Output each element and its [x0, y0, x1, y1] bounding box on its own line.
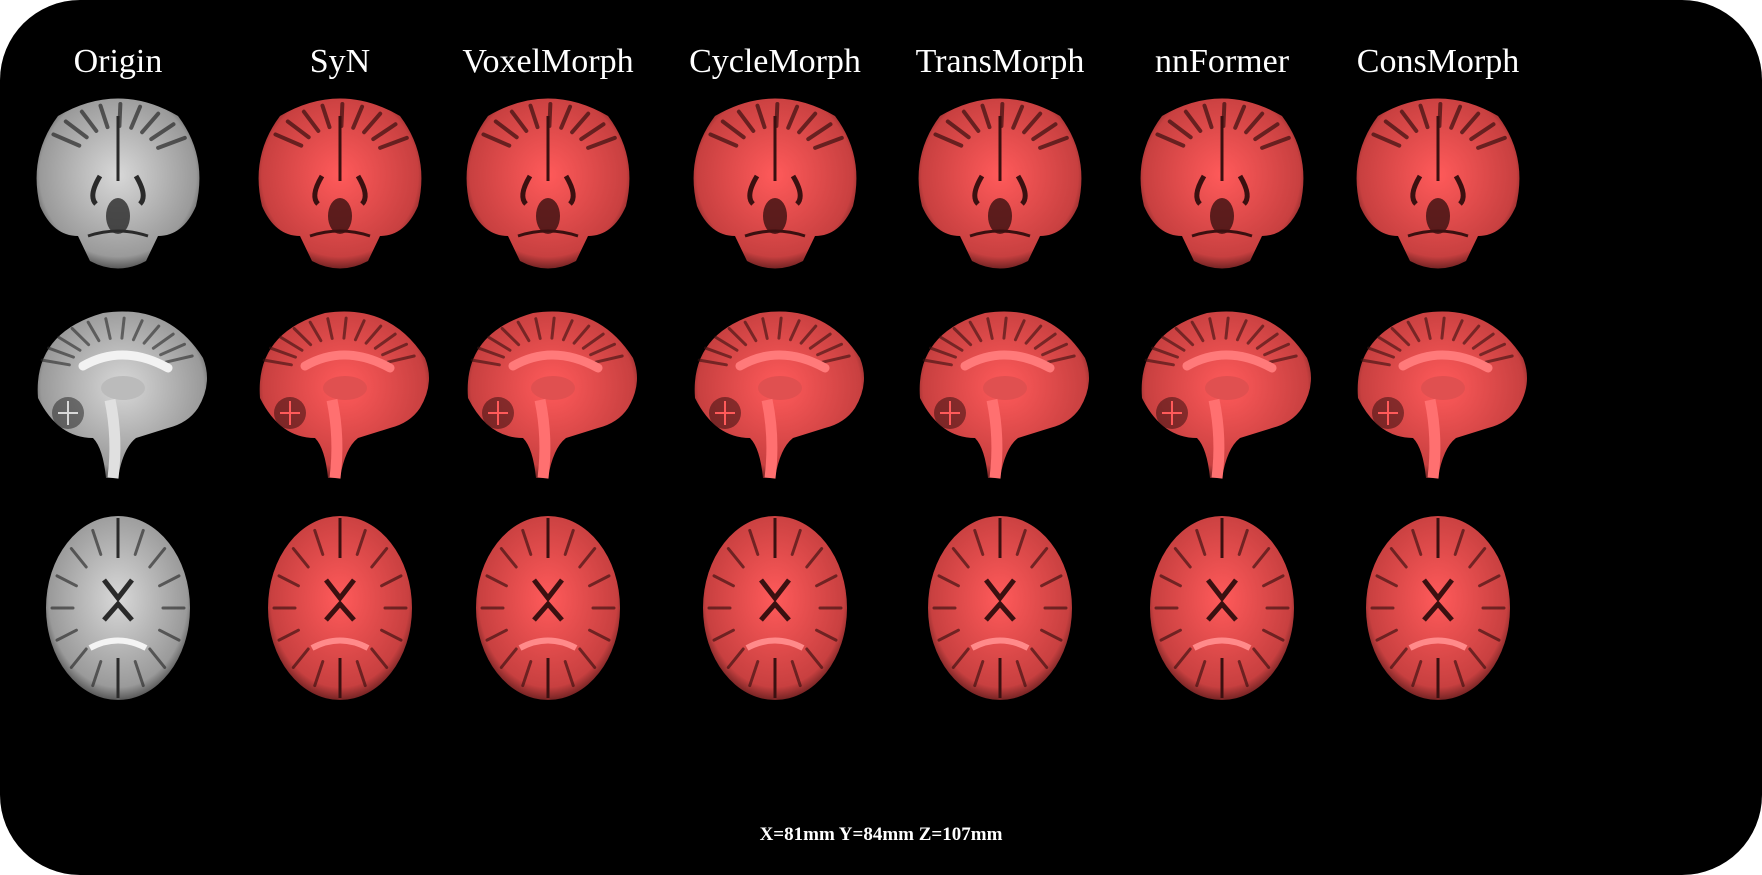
column-title-cyclemorph: CycleMorph	[689, 43, 861, 80]
column-title-consmorph: ConsMorph	[1356, 43, 1520, 80]
brain-slice-coronal-syn	[240, 86, 440, 286]
brain-slice-sagittal-consmorph	[1338, 288, 1538, 488]
brain-slice-sagittal-transmorph	[900, 288, 1100, 488]
brain-slice-axial-origin	[18, 508, 218, 708]
brain-slice-axial-nnformer	[1122, 508, 1322, 708]
brain-slice-sagittal-nnformer	[1122, 288, 1322, 488]
column-title-origin: Origin	[73, 43, 163, 80]
brain-slice-axial-syn	[240, 508, 440, 708]
brain-slice-coronal-nnformer	[1122, 86, 1322, 286]
brain-slice-sagittal-cyclemorph	[675, 288, 875, 488]
brain-slice-axial-consmorph	[1338, 508, 1538, 708]
slice-coordinates: X=81mm Y=84mm Z=107mm	[759, 824, 1003, 845]
brain-slice-axial-cyclemorph	[675, 508, 875, 708]
brain-slice-coronal-transmorph	[900, 86, 1100, 286]
column-title-transmorph: TransMorph	[915, 43, 1085, 80]
column-title-syn: SyN	[309, 43, 371, 80]
column-title-nnformer: nnFormer	[1154, 43, 1290, 80]
brain-slice-coronal-origin	[18, 86, 218, 286]
brain-slice-axial-voxelmorph	[448, 508, 648, 708]
brain-slice-sagittal-origin	[18, 288, 218, 488]
brain-slice-coronal-cyclemorph	[675, 86, 875, 286]
brain-slice-coronal-consmorph	[1338, 86, 1538, 286]
brain-slice-sagittal-syn	[240, 288, 440, 488]
column-title-voxelmorph: VoxelMorph	[462, 43, 634, 80]
brain-slice-axial-transmorph	[900, 508, 1100, 708]
brain-slice-coronal-voxelmorph	[448, 86, 648, 286]
brain-slice-sagittal-voxelmorph	[448, 288, 648, 488]
